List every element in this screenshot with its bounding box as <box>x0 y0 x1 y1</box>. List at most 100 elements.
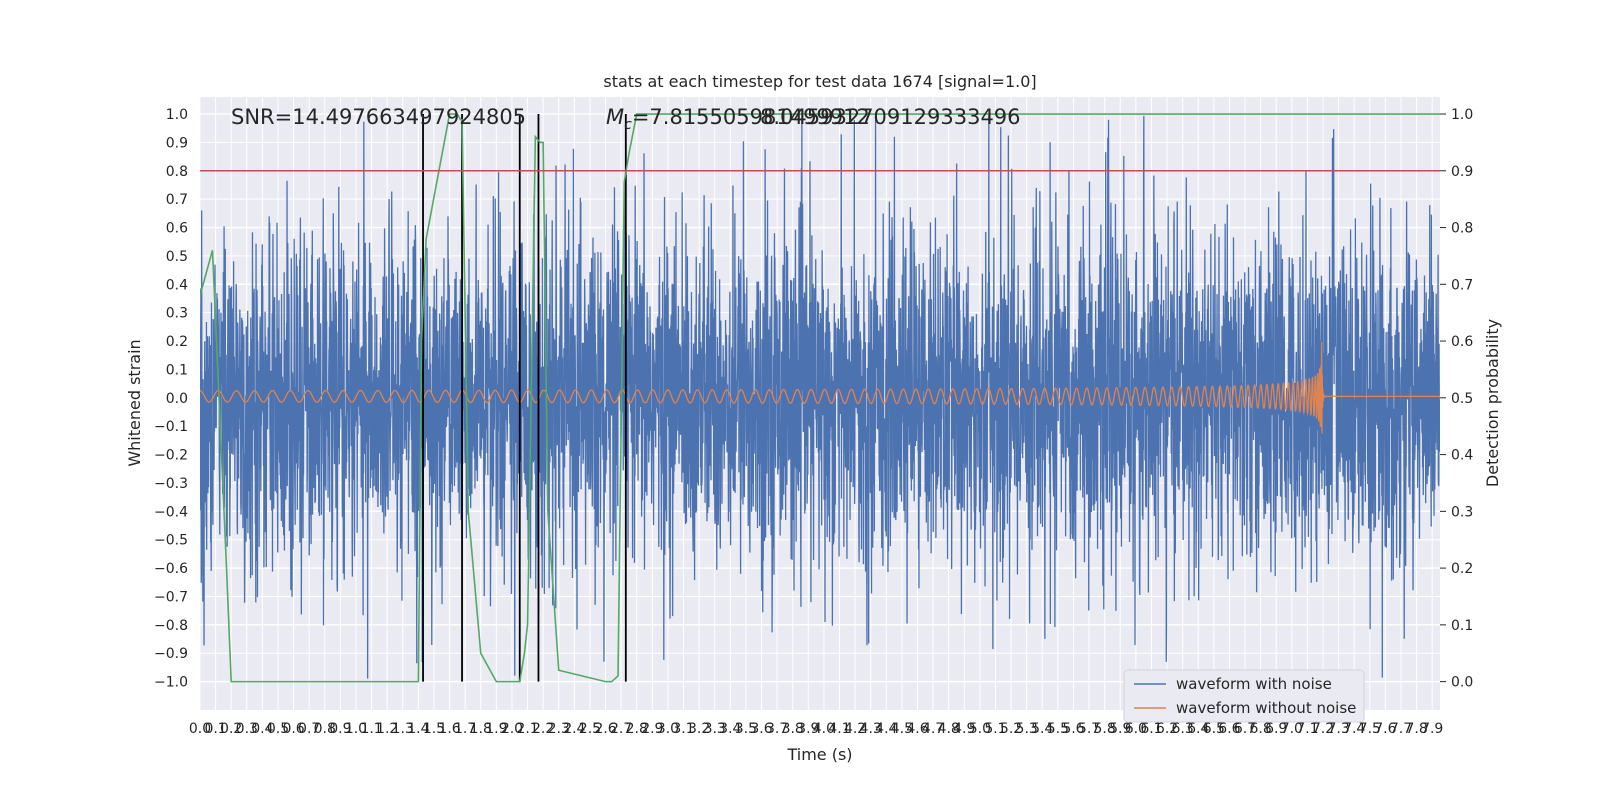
y-axis-label: Whitened strain <box>125 339 144 466</box>
x-tick-label: 6.5 <box>1203 721 1225 737</box>
x-tick-label: 0.4 <box>251 721 273 737</box>
y-tick-label: −0.8 <box>154 618 188 634</box>
x-tick-label: 4.8 <box>938 721 960 737</box>
x-tick-label: 7.0 <box>1281 721 1303 737</box>
x-tick-label: 1.7 <box>454 721 476 737</box>
x-tick-label: 7.4 <box>1343 721 1365 737</box>
x-tick-label: 3.7 <box>766 721 788 737</box>
x-tick-label: 7.7 <box>1390 721 1412 737</box>
x-tick-label: 1.1 <box>360 721 382 737</box>
y-tick-label: −0.5 <box>154 533 188 549</box>
x-tick-label: 5.1 <box>984 721 1006 737</box>
x-tick-label: 0.3 <box>236 721 258 737</box>
chirp-mass-overlap-annotation: 8.045932709129333496 <box>760 105 1021 129</box>
x-tick-label: 2.8 <box>626 721 648 737</box>
x-tick-label: 3.1 <box>672 721 694 737</box>
x-tick-label: 3.8 <box>782 721 804 737</box>
y-tick-label: −0.3 <box>154 476 188 492</box>
x-tick-label: 4.7 <box>922 721 944 737</box>
x-tick-label: 6.1 <box>1140 721 1162 737</box>
x-tick-label: 0.6 <box>282 721 304 737</box>
x-tick-label: 6.4 <box>1187 721 1209 737</box>
y-tick-label: 1.0 <box>166 107 188 123</box>
event-markers <box>422 114 627 682</box>
x-tick-label: 4.0 <box>813 721 835 737</box>
x-axis-label: Time (s) <box>786 745 852 764</box>
x-tick-label: 7.8 <box>1405 721 1427 737</box>
y2-tick-label: 1.0 <box>1451 107 1473 123</box>
x-tick-label: 7.2 <box>1312 721 1334 737</box>
y-tick-label: −0.9 <box>154 646 188 662</box>
x-tick-label: 5.7 <box>1078 721 1100 737</box>
y2-axis-label: Detection probability <box>1483 319 1502 487</box>
x-tick-label: 0.5 <box>267 721 289 737</box>
x-tick-label: 3.0 <box>657 721 679 737</box>
x-tick-label: 6.3 <box>1172 721 1194 737</box>
x-tick-label: 3.4 <box>719 721 741 737</box>
x-tick-label: 6.6 <box>1218 721 1240 737</box>
x-tick-label: 5.8 <box>1094 721 1116 737</box>
y-tick-label: 0.7 <box>166 192 188 208</box>
x-tick-label: 0.7 <box>298 721 320 737</box>
y2-tick-label: 0.7 <box>1451 277 1473 293</box>
x-tick-label: 2.2 <box>532 721 554 737</box>
x-tick-label: 5.9 <box>1109 721 1131 737</box>
x-tick-label: 0.2 <box>220 721 242 737</box>
y2-tick-label: 0.4 <box>1451 448 1473 464</box>
x-tick-label: 6.0 <box>1125 721 1147 737</box>
series-waveform-without-noise <box>200 341 1440 434</box>
y2-tick-label: 0.0 <box>1451 675 1473 691</box>
x-tick-label: 4.4 <box>875 721 897 737</box>
chart-title: stats at each timestep for test data 167… <box>603 72 1036 91</box>
x-tick-label: 1.4 <box>407 721 429 737</box>
legend-label-waveform-without-noise: waveform without noise <box>1176 699 1356 717</box>
y-tick-label: 0.3 <box>166 306 188 322</box>
x-tick-label: 0.1 <box>204 721 226 737</box>
axis-ticks: 0.00.10.20.30.40.50.60.70.80.91.01.11.21… <box>154 107 1473 737</box>
y-tick-label: −0.2 <box>154 448 188 464</box>
legend-label-waveform-with-noise: waveform with noise <box>1176 675 1332 693</box>
x-tick-label: 0.8 <box>314 721 336 737</box>
x-tick-label: 3.5 <box>735 721 757 737</box>
x-tick-label: 4.1 <box>828 721 850 737</box>
x-tick-label: 2.5 <box>579 721 601 737</box>
x-tick-label: 1.6 <box>438 721 460 737</box>
y-tick-label: −1.0 <box>154 675 188 691</box>
x-tick-label: 2.9 <box>641 721 663 737</box>
x-tick-label: 5.0 <box>969 721 991 737</box>
y-tick-label: −0.4 <box>154 504 188 520</box>
x-tick-label: 6.9 <box>1265 721 1287 737</box>
y2-tick-label: 0.9 <box>1451 164 1473 180</box>
x-tick-label: 4.9 <box>953 721 975 737</box>
x-tick-label: 1.8 <box>470 721 492 737</box>
x-tick-label: 5.2 <box>1000 721 1022 737</box>
x-tick-label: 5.5 <box>1047 721 1069 737</box>
series-detection-probability <box>200 113 1440 683</box>
y-tick-label: −0.1 <box>154 419 188 435</box>
x-tick-label: 4.2 <box>844 721 866 737</box>
y-tick-label: −0.6 <box>154 561 188 577</box>
legend: waveform with noise waveform without noi… <box>1123 669 1365 723</box>
x-tick-label: 7.5 <box>1359 721 1381 737</box>
x-tick-label: 6.2 <box>1156 721 1178 737</box>
x-tick-label: 7.1 <box>1296 721 1318 737</box>
x-tick-label: 5.3 <box>1016 721 1038 737</box>
x-tick-label: 1.9 <box>485 721 507 737</box>
x-tick-label: 1.0 <box>345 721 367 737</box>
x-tick-label: 2.1 <box>516 721 538 737</box>
x-tick-label: 0.9 <box>329 721 351 737</box>
y-tick-label: 0.5 <box>166 249 188 265</box>
legend-box <box>1123 669 1365 723</box>
y2-tick-label: 0.6 <box>1451 334 1473 350</box>
y2-tick-label: 0.8 <box>1451 221 1473 237</box>
series-waveform-with-noise <box>200 115 1440 679</box>
x-tick-label: 4.5 <box>891 721 913 737</box>
x-tick-label: 3.9 <box>797 721 819 737</box>
x-tick-label: 2.4 <box>563 721 585 737</box>
x-tick-label: 0.0 <box>189 721 211 737</box>
x-tick-label: 6.8 <box>1249 721 1271 737</box>
x-tick-label: 3.6 <box>750 721 772 737</box>
x-tick-label: 6.7 <box>1234 721 1256 737</box>
x-tick-label: 4.3 <box>860 721 882 737</box>
